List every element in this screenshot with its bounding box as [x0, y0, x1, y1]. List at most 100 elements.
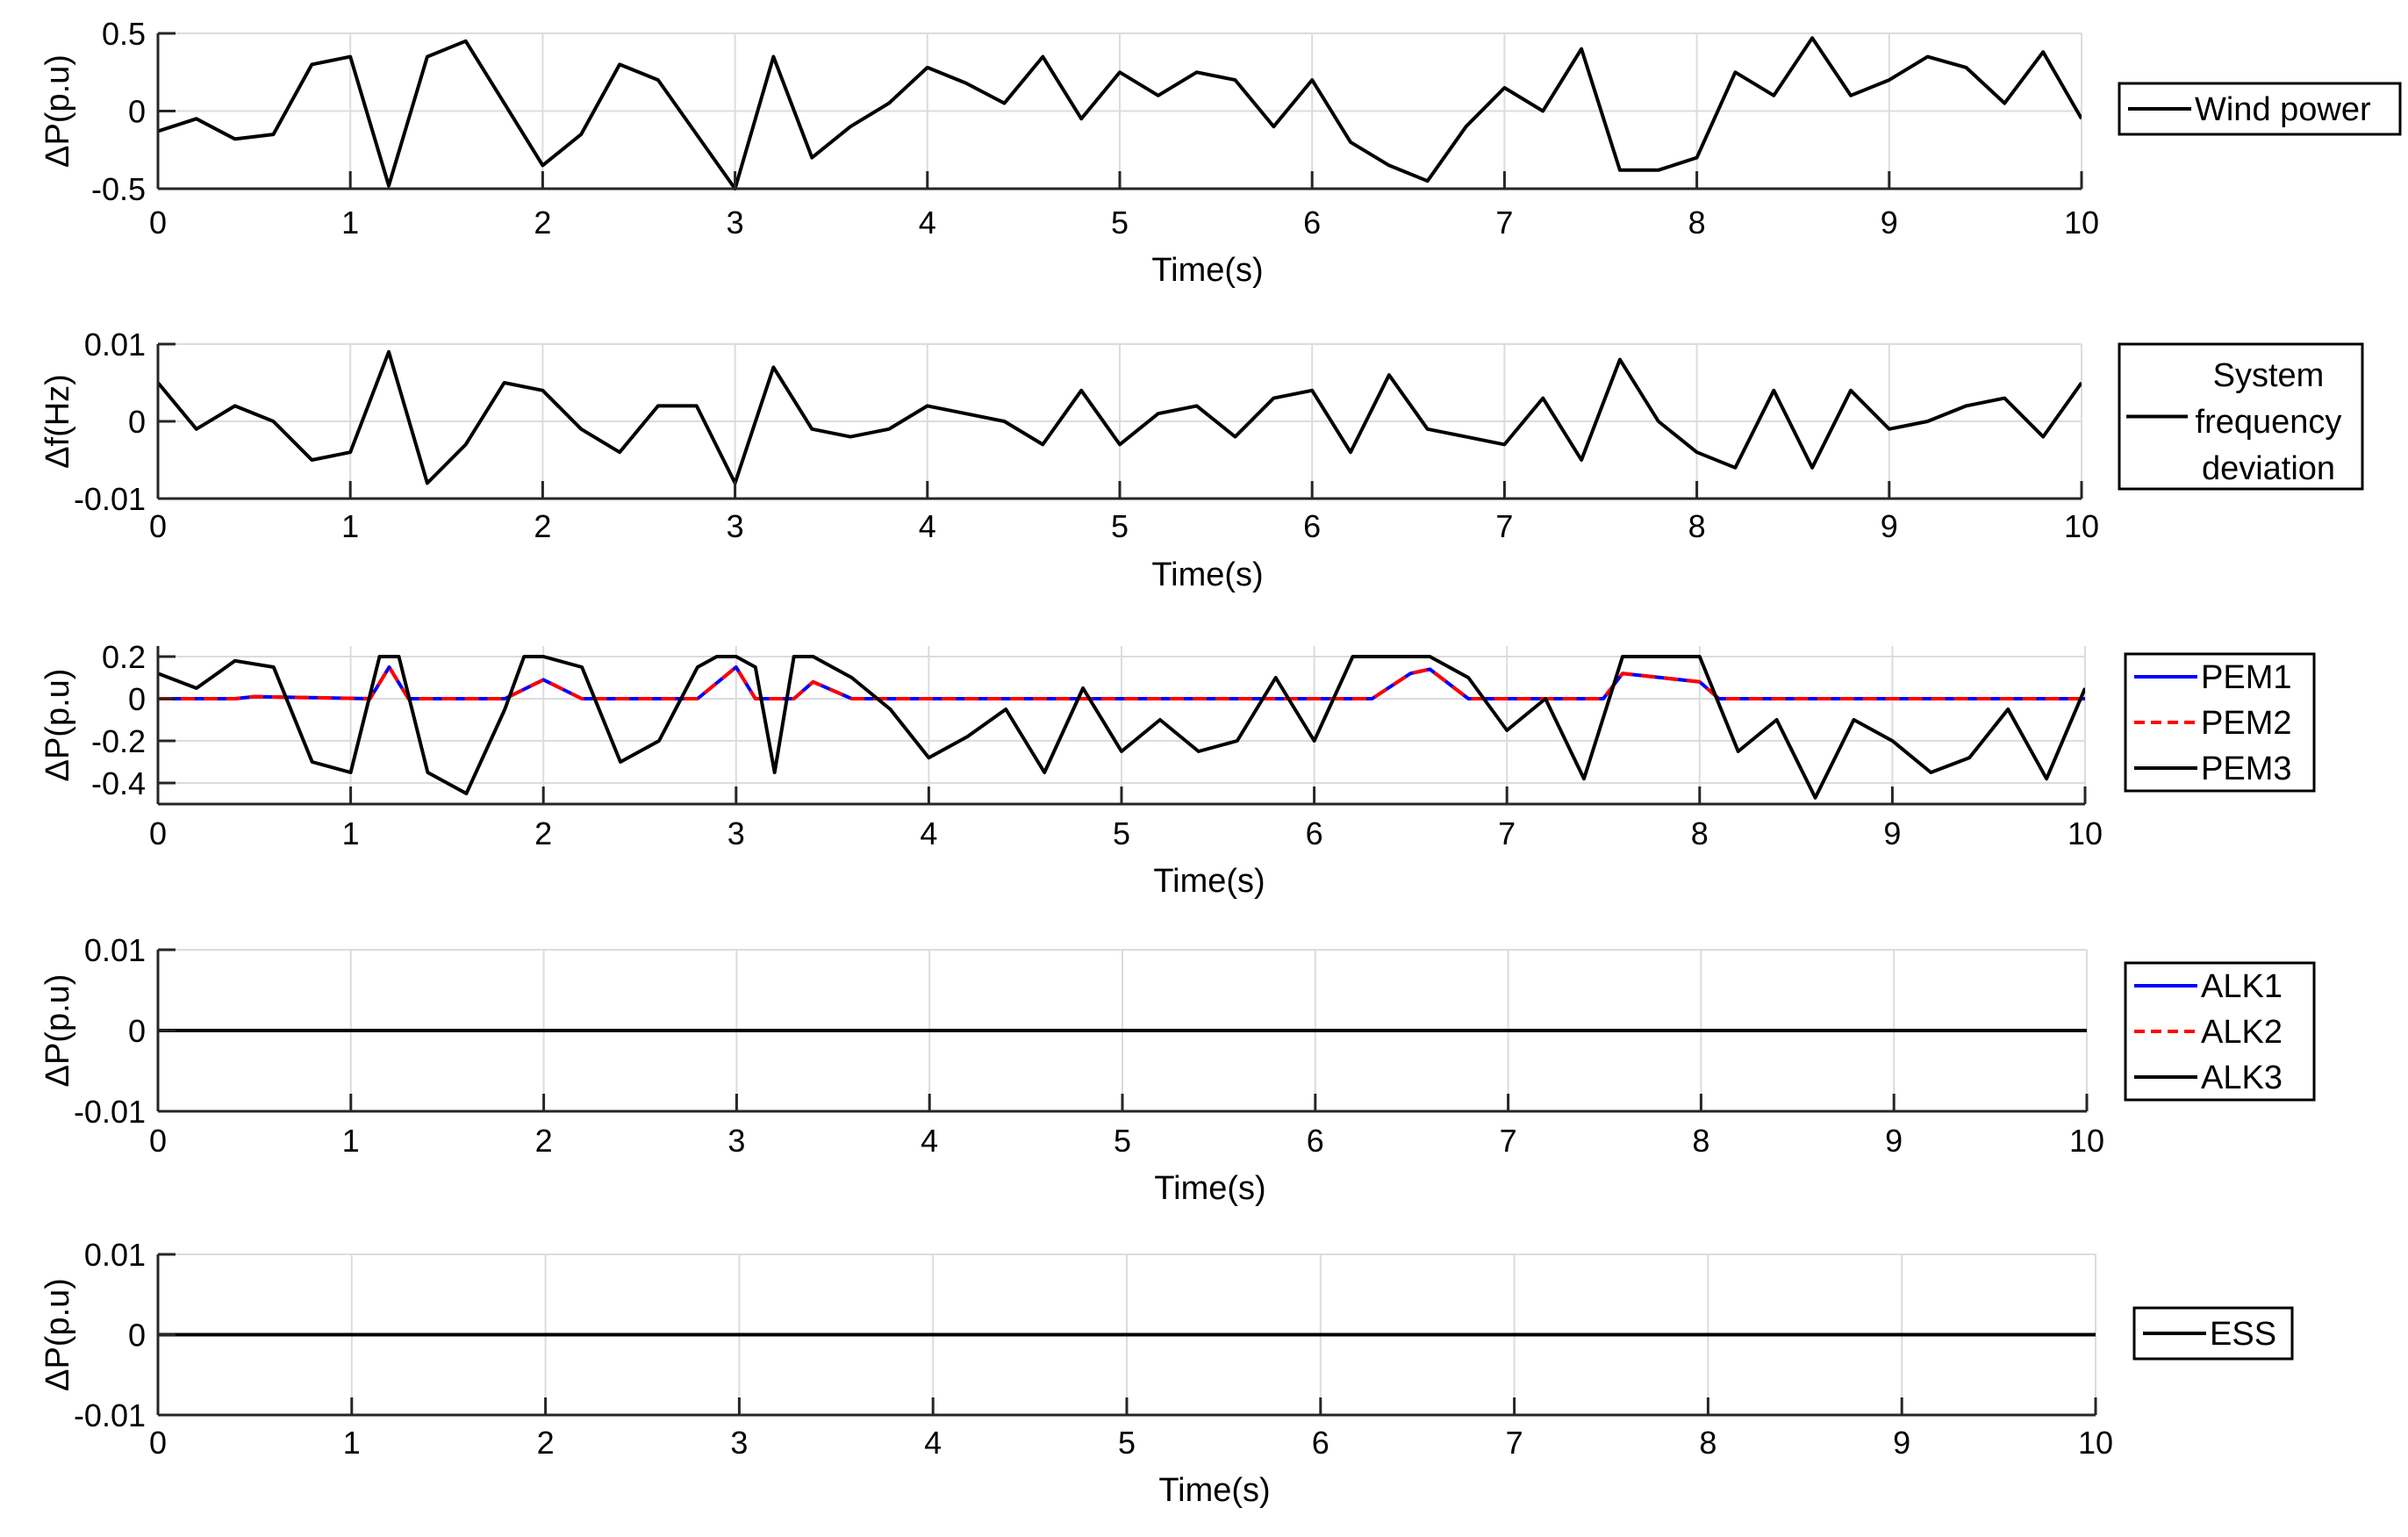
- x-tick-label: 2: [534, 205, 551, 241]
- series-line-pem3: [158, 655, 2085, 800]
- series-line-wind-power: [158, 36, 2082, 190]
- x-tick-label: 3: [727, 815, 745, 851]
- x-tick-label: 10: [2064, 508, 2099, 544]
- x-tick-label: 6: [1306, 815, 1323, 851]
- x-tick-label: 3: [727, 1123, 745, 1159]
- legend: PEM1 PEM2 PEM3: [2124, 652, 2316, 793]
- legend-label: PEM2: [2201, 705, 2291, 742]
- x-tick-label: 9: [1881, 508, 1898, 544]
- x-tick-label: 10: [2078, 1425, 2113, 1461]
- x-tick-label: 1: [342, 1123, 360, 1159]
- x-tick-label: 6: [1312, 1425, 1329, 1461]
- y-axis-label: ΔP(p.u): [39, 54, 76, 168]
- legend: Wind power: [2118, 82, 2402, 136]
- x-tick-label: 5: [1114, 1123, 1131, 1159]
- x-tick-label: 7: [1495, 508, 1513, 544]
- x-axis-label: Time(s): [1154, 1170, 1265, 1207]
- x-tick-label: 3: [727, 508, 744, 544]
- x-tick-label: 7: [1500, 1123, 1517, 1159]
- x-tick-label: 5: [1113, 815, 1130, 851]
- x-tick-label: 9: [1885, 1123, 1903, 1159]
- y-axis-label: ΔP(p.u): [39, 974, 76, 1088]
- x-tick-label: 4: [920, 815, 937, 851]
- y-tick-label: 0: [128, 681, 146, 717]
- legend-label: PEM3: [2201, 751, 2291, 787]
- x-tick-label: 6: [1307, 1123, 1324, 1159]
- y-axis-label: ΔP(p.u): [39, 1278, 76, 1391]
- legend-label: ALK2: [2201, 1014, 2283, 1051]
- legend: System frequency deviation: [2118, 342, 2364, 491]
- y-tick-label: -0.01: [74, 481, 146, 517]
- x-axis-label: Time(s): [1151, 252, 1263, 289]
- y-axis-label: ΔP(p.u): [39, 669, 76, 782]
- x-tick-label: 9: [1893, 1425, 1910, 1461]
- x-tick-label: 2: [535, 1123, 553, 1159]
- x-tick-label: 6: [1303, 508, 1321, 544]
- x-tick-label: 4: [924, 1425, 942, 1461]
- y-tick-label: 0: [128, 94, 146, 130]
- x-tick-label: 1: [342, 815, 360, 851]
- x-tick-label: 7: [1506, 1425, 1523, 1461]
- x-tick-label: 8: [1692, 1123, 1709, 1159]
- x-tick-label: 1: [341, 205, 359, 241]
- x-tick-label: 5: [1111, 205, 1129, 241]
- x-tick-label: 0: [149, 1123, 167, 1159]
- y-tick-label: 0: [128, 1318, 146, 1354]
- legend-label: System frequency deviation: [2196, 357, 2342, 487]
- x-tick-label: 2: [537, 1425, 555, 1461]
- y-tick-label: 0.01: [84, 932, 146, 968]
- x-tick-label: 9: [1881, 205, 1898, 241]
- x-tick-label: 4: [919, 508, 936, 544]
- x-tick-label: 1: [343, 1425, 361, 1461]
- x-tick-label: 10: [2069, 1123, 2104, 1159]
- y-axis-label: Δf(Hz): [39, 374, 76, 469]
- legend: ESS: [2132, 1306, 2294, 1361]
- legend-label: Wind power: [2195, 91, 2371, 128]
- x-tick-label: 8: [1691, 815, 1709, 851]
- x-tick-label: 9: [1883, 815, 1901, 851]
- y-tick-label: 0.01: [84, 1237, 146, 1273]
- y-tick-label: -0.01: [74, 1094, 146, 1130]
- x-tick-label: 0: [149, 205, 167, 241]
- panel-3: 0 1 2 3 4 5 6 7 8 9 10 0.2 0 -0.2 -0.4 Time(s) ΔP(p.u) PE…: [39, 639, 2316, 900]
- x-tick-label: 8: [1688, 205, 1706, 241]
- legend-label: ALK1: [2201, 968, 2283, 1005]
- legend: ALK1 ALK2 ALK3: [2124, 961, 2316, 1102]
- x-tick-label: 0: [149, 508, 167, 544]
- y-tick-label: 0: [128, 404, 146, 440]
- x-tick-label: 3: [727, 205, 744, 241]
- y-tick-label: 0.01: [84, 327, 146, 363]
- legend-label: ALK3: [2201, 1059, 2283, 1096]
- x-tick-label: 10: [2068, 815, 2103, 851]
- x-axis-label: Time(s): [1153, 863, 1265, 900]
- x-tick-label: 2: [534, 815, 552, 851]
- x-tick-label: 0: [149, 1425, 167, 1461]
- y-tick-label: 0: [128, 1013, 146, 1049]
- x-tick-label: 4: [919, 205, 936, 241]
- x-tick-label: 3: [730, 1425, 748, 1461]
- x-tick-label: 7: [1495, 205, 1513, 241]
- x-axis-label: Time(s): [1158, 1472, 1270, 1509]
- x-tick-label: 2: [534, 508, 551, 544]
- y-tick-label: 0.5: [102, 16, 146, 52]
- x-tick-label: 5: [1118, 1425, 1136, 1461]
- legend-label: PEM1: [2201, 659, 2291, 696]
- y-tick-label: -0.4: [91, 765, 146, 801]
- x-tick-label: 6: [1303, 205, 1321, 241]
- legend-label: ESS: [2210, 1316, 2276, 1353]
- x-tick-label: 5: [1111, 508, 1129, 544]
- y-tick-label: 0.2: [102, 639, 146, 675]
- x-tick-label: 0: [149, 815, 167, 851]
- x-tick-label: 7: [1498, 815, 1516, 851]
- y-tick-label: -0.5: [91, 171, 146, 207]
- x-tick-label: 1: [341, 508, 359, 544]
- x-tick-label: 8: [1699, 1425, 1716, 1461]
- y-tick-label: -0.01: [74, 1397, 146, 1433]
- x-tick-label: 10: [2064, 205, 2099, 241]
- series-line-system-frequency-deviation: [158, 349, 2082, 485]
